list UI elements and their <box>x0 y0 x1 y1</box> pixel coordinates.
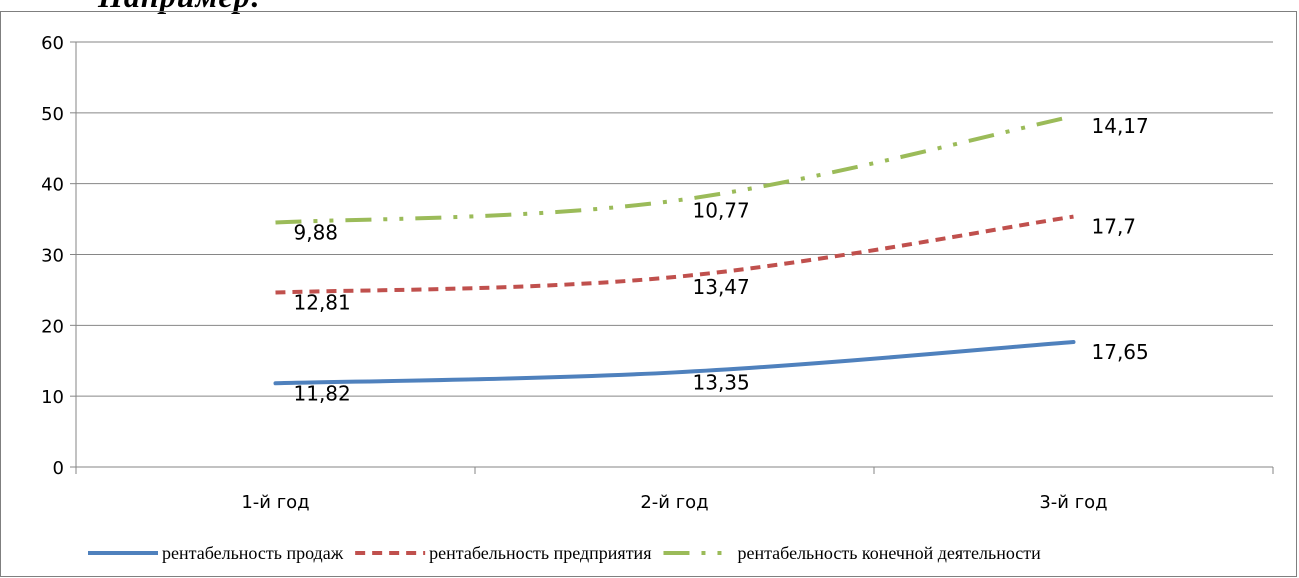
data-label: 13,47 <box>693 275 750 299</box>
legend-label-2: рентабельность предприятия <box>429 543 651 563</box>
data-label: 12,81 <box>294 291 351 315</box>
data-label: 9,88 <box>294 221 339 245</box>
x-axis-tick-labels: 1-й год 2-й год 3-й год <box>241 492 1107 513</box>
series-line-3 <box>276 116 1074 222</box>
x-tick-label: 2-й год <box>640 492 708 513</box>
y-axis-tick-labels: 0 10 20 30 40 50 60 <box>41 33 64 479</box>
legend-label-1: рентабельность продаж <box>162 543 344 563</box>
data-labels: 11,82 13,35 17,65 12,81 13,47 17,7 9,88 10,77 14… <box>294 114 1149 405</box>
y-tick-label: 40 <box>41 175 64 196</box>
data-label: 14,17 <box>1092 114 1149 138</box>
legend: рентабельность продаж рентабельность пред… <box>88 543 1041 563</box>
legend-label-3: рентабельность конечной деятельности <box>737 543 1041 563</box>
y-tick-label: 20 <box>41 316 64 337</box>
data-label: 10,77 <box>693 199 750 223</box>
series-line-1 <box>276 342 1074 383</box>
x-tick-label: 1-й год <box>241 492 309 513</box>
y-tick-label: 50 <box>41 104 64 125</box>
data-label: 17,7 <box>1092 215 1137 239</box>
y-tick-label: 0 <box>53 458 64 479</box>
x-tick-label: 3-й год <box>1039 492 1107 513</box>
data-label: 13,35 <box>693 370 750 394</box>
y-tick-label: 30 <box>41 246 64 267</box>
y-tick-label: 60 <box>41 33 64 54</box>
data-label: 11,82 <box>294 381 351 405</box>
axes <box>70 42 1273 474</box>
data-label: 17,65 <box>1092 340 1149 364</box>
series-lines <box>276 116 1074 383</box>
y-tick-label: 10 <box>41 387 64 408</box>
